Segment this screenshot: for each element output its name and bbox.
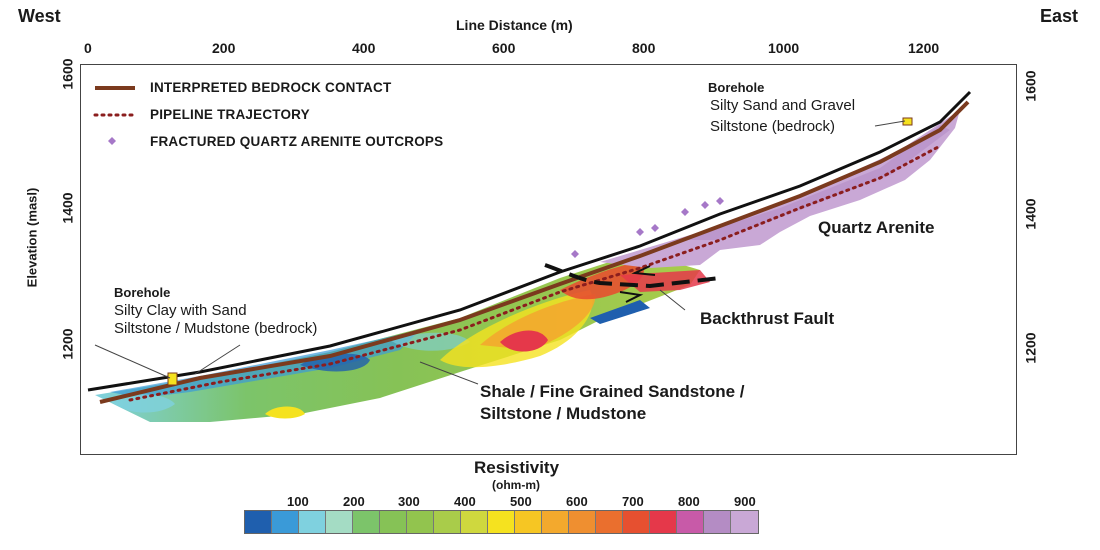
outcrop-diamond <box>716 197 724 205</box>
colorbar-swatch <box>299 511 326 533</box>
colorbar-swatch <box>650 511 677 533</box>
x-tick-label: 0 <box>84 40 92 56</box>
colorbar-tick: 500 <box>510 494 532 509</box>
colorbar-tick: 600 <box>566 494 588 509</box>
legend-label-pipeline: PIPELINE TRAJECTORY <box>150 107 310 122</box>
legend-label-bedrock: INTERPRETED BEDROCK CONTACT <box>150 80 392 95</box>
colorbar-swatch <box>731 511 758 533</box>
colorbar-unit: (ohm-m) <box>492 478 540 492</box>
colorbar-swatch <box>353 511 380 533</box>
outcrop-diamond <box>571 250 579 258</box>
section-body-east <box>600 110 960 268</box>
colorbar-swatch <box>623 511 650 533</box>
x-tick-label: 1000 <box>768 40 800 56</box>
cyan-zone-mid <box>390 332 470 351</box>
fault-zone-red <box>560 262 644 300</box>
colorbar-tick: 400 <box>454 494 476 509</box>
outcrop-diamond <box>681 208 689 216</box>
shale-label-line1: Shale / Fine Grained Sandstone / <box>480 382 745 401</box>
borehole-west-title: Borehole <box>114 285 171 300</box>
colorbar-swatch <box>407 511 434 533</box>
shale-label-line2: Siltstone / Mudstone <box>480 404 647 423</box>
quartz-arenite-label: Quartz Arenite <box>818 218 935 237</box>
colorbar-swatch <box>245 511 272 533</box>
colorbar-swatch <box>569 511 596 533</box>
fault-zone-pink <box>620 270 710 292</box>
outcrop-diamond <box>651 224 659 232</box>
x-axis-title: Line Distance (m) <box>456 17 573 33</box>
resistivity-colorbar <box>244 510 759 534</box>
leader-borehole-west-a <box>94 344 171 379</box>
bedrock-contact-line <box>99 100 970 404</box>
colorbar-swatch <box>542 511 569 533</box>
outcrop-diamond <box>636 228 644 236</box>
colorbar-swatch <box>515 511 542 533</box>
fault-arrow-upper <box>631 265 656 276</box>
cyan-zone-west <box>110 394 175 413</box>
borehole-east-title: Borehole <box>708 80 765 95</box>
outcrop-markers <box>571 197 724 258</box>
x-tick-label: 1200 <box>908 40 940 56</box>
outcrop-diamond <box>701 201 709 209</box>
colorbar-tick: 100 <box>287 494 309 509</box>
resistive-body-west <box>265 406 305 419</box>
colorbar-swatch <box>461 511 488 533</box>
fault-arrow-lower <box>619 291 644 303</box>
borehole-east-line1: Silty Sand and Gravel <box>710 97 856 114</box>
colorbar-title: Resistivity <box>474 458 560 477</box>
colorbar-swatch <box>326 511 353 533</box>
colorbar-swatch <box>488 511 515 533</box>
colorbar-tick: 200 <box>343 494 365 509</box>
backthrust-fault-line <box>544 263 721 289</box>
fault-zone-blue <box>590 300 650 324</box>
x-tick-label: 400 <box>352 40 376 56</box>
legend-icon-outcrop <box>108 137 116 145</box>
leader-fault <box>659 289 686 311</box>
colorbar-swatch <box>272 511 299 533</box>
colorbar-swatch <box>434 511 461 533</box>
colorbar-tick: 800 <box>678 494 700 509</box>
legend-label-outcrop: FRACTURED QUARTZ ARENITE OUTCROPS <box>150 134 444 149</box>
pipeline-trajectory-line <box>128 144 942 402</box>
colorbar-swatch <box>704 511 731 533</box>
colorbar-swatch <box>596 511 623 533</box>
leader-borehole-west-b <box>194 344 241 375</box>
ground-surface <box>87 90 972 392</box>
colorbar-tick: 300 <box>398 494 420 509</box>
colorbar-swatch <box>677 511 704 533</box>
borehole-west-marker <box>167 372 178 386</box>
x-tick-label: 800 <box>632 40 656 56</box>
x-tick-label: 600 <box>492 40 516 56</box>
backthrust-fault-label: Backthrust Fault <box>700 309 835 328</box>
leader-shale <box>419 361 479 385</box>
x-tick-label: 200 <box>212 40 236 56</box>
colorbar-tick: 900 <box>734 494 756 509</box>
borehole-east-line2: Siltstone (bedrock) <box>710 118 836 135</box>
colorbar-swatch <box>380 511 407 533</box>
west-label: West <box>18 6 61 26</box>
leader-borehole-east <box>874 120 906 127</box>
resistive-body-red <box>500 330 548 352</box>
borehole-west-line2: Siltstone / Mudstone (bedrock) <box>114 320 318 337</box>
plot-frame <box>80 64 1017 455</box>
east-label: East <box>1040 6 1079 26</box>
borehole-west-line1: Silty Clay with Sand <box>114 302 247 319</box>
colorbar-tick: 700 <box>622 494 644 509</box>
